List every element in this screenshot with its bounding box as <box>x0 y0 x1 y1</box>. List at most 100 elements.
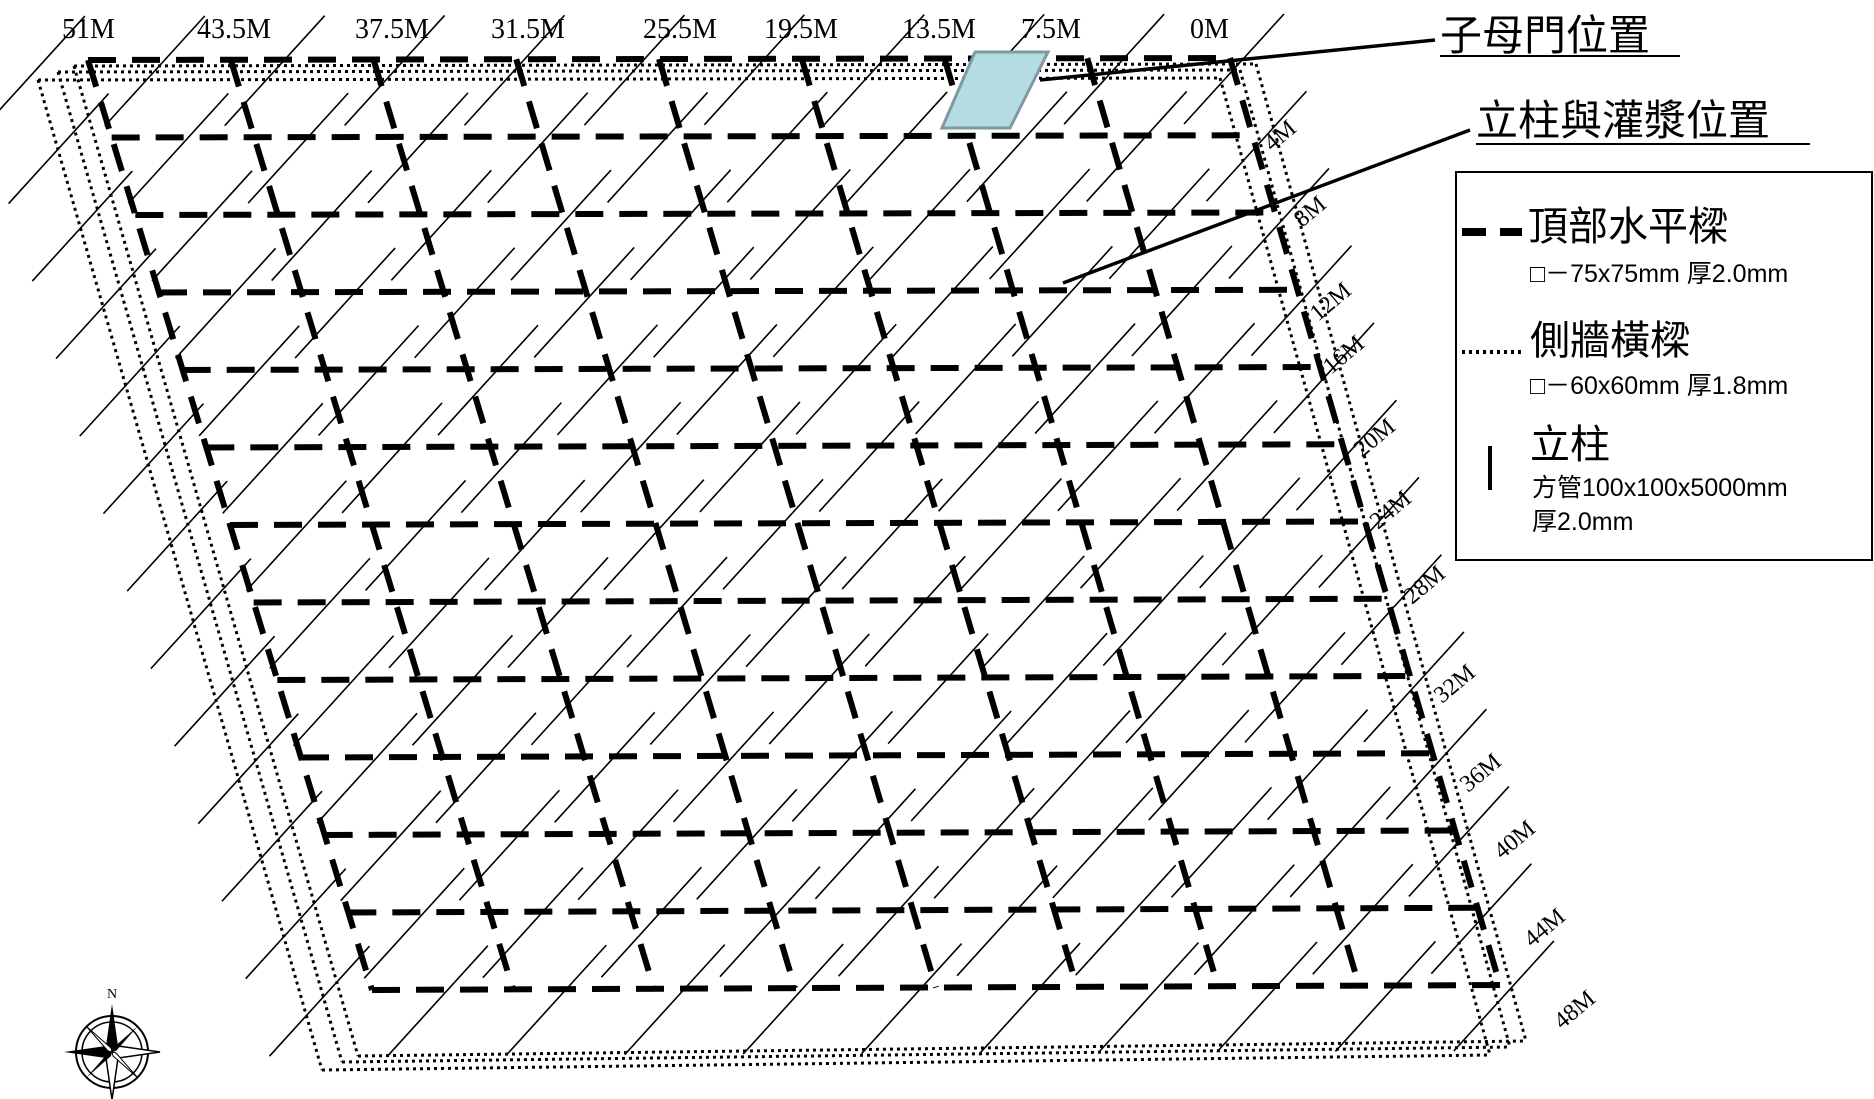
top-label: 13.5M <box>902 14 976 45</box>
column-diagonal-line <box>316 712 418 824</box>
column-diagonal-line <box>864 555 966 667</box>
side-label: 20M <box>1349 414 1400 463</box>
column-diagonal-line <box>505 944 607 1056</box>
side-wall-beam-line <box>357 1039 1527 1058</box>
horizontal-beam-line <box>135 209 1276 218</box>
column-diagonal-line <box>1312 863 1414 975</box>
column-diagonal-line <box>983 555 1085 667</box>
column-diagonal-line <box>554 711 656 823</box>
top-axis-labels: 51M 43.5M 37.5M 31.5M 25.5M 19.5M 13.5M … <box>62 14 1229 45</box>
column-diagonal-line <box>1221 554 1323 666</box>
side-wall-beam-line <box>321 1053 1491 1072</box>
column-diagonal-line <box>487 92 589 204</box>
side-wall-beam-line <box>1238 69 1512 1048</box>
column-diagonal-line <box>933 787 1035 899</box>
column-diagonal-line <box>533 246 635 358</box>
vertical-beam-line <box>798 57 1080 988</box>
horizontal-beam-line <box>324 827 1456 838</box>
column-diagonal-line <box>915 323 1017 435</box>
column-diagonal-line <box>556 324 659 436</box>
column-diagonal-line <box>1266 709 1369 821</box>
column-diagonal-line <box>126 480 228 592</box>
column-diagonal-line <box>676 324 778 436</box>
vertical-beam-line <box>941 57 1221 988</box>
top-horizontal-beams <box>87 55 1501 993</box>
legend: 頂部水平樑 □－75x75mm 厚2.0mm 側牆橫樑 □－60x60mm 厚1… <box>1455 171 1873 561</box>
horizontal-beam-line <box>371 982 1501 993</box>
column-diagonal-line <box>600 866 703 978</box>
column-diagonal-line <box>956 865 1058 977</box>
side-label: 28M <box>1399 561 1450 610</box>
column-diagonal-line <box>1453 940 1555 1052</box>
column-diagonal-line <box>292 635 395 747</box>
column-diagonal-line <box>649 633 751 746</box>
column-diagonal-line <box>603 479 705 591</box>
column-diagonal-line <box>1199 477 1301 589</box>
side-wall-beam-line <box>1254 63 1528 1042</box>
column-diagonal-line <box>841 478 943 590</box>
column-diagonal-line <box>104 15 206 127</box>
horizontal-beam-line <box>253 595 1388 606</box>
column-diagonal-line <box>823 14 925 126</box>
column-diagonals <box>0 13 1555 1057</box>
gate-marker <box>939 50 1051 130</box>
column-diagonal-line <box>1029 710 1131 822</box>
column-diagonal-line <box>719 866 821 978</box>
side-wall-beam-line <box>36 79 324 1071</box>
vertical-beam-line <box>85 59 375 991</box>
column-diagonal-line <box>197 713 299 825</box>
column-diagonal-line <box>1153 322 1256 434</box>
column-diagonal-line <box>703 14 805 126</box>
column-diagonal-line <box>910 710 1012 822</box>
gate-callout: 子母門位置 <box>1039 11 1680 82</box>
vertical-beam-line <box>513 58 798 989</box>
column-diagonal-line <box>510 169 612 281</box>
column-diagonal-line <box>745 556 847 668</box>
side-wall-beam-line <box>57 68 1241 74</box>
top-label: 43.5M <box>197 14 271 45</box>
column-diagonal-line <box>222 402 324 514</box>
column-diagonal-line <box>269 557 371 669</box>
top-label: 31.5M <box>491 14 565 45</box>
column-diagonal-line <box>1086 90 1188 203</box>
column-diagonal-line <box>696 788 798 900</box>
legend-title: 立柱 <box>1530 422 1610 468</box>
side-wall-beam-line <box>56 71 344 1063</box>
column-diagonal-line <box>79 325 181 437</box>
top-label: 37.5M <box>355 14 429 45</box>
legend-spec: 方管100x100x5000mm <box>1532 474 1788 502</box>
column-diagonal-line <box>1216 941 1318 1053</box>
horizontal-beam-line <box>300 750 1433 761</box>
top-label: 51M <box>62 14 115 45</box>
side-wall-beam-line <box>73 62 1257 68</box>
column-diagonal-line <box>388 557 490 669</box>
column-diagonal-line <box>127 92 229 204</box>
column-diagonal-line <box>749 168 851 281</box>
column-diagonal-line <box>1148 709 1250 821</box>
column-diagonal-line <box>294 247 396 359</box>
legend-spec: 厚2.0mm <box>1532 508 1633 536</box>
column-diagonal-line <box>224 15 326 127</box>
column-diagonal-line <box>937 400 1040 512</box>
legend-spec: □－75x75mm 厚2.0mm <box>1530 260 1788 288</box>
column-diagonal-line <box>0 15 86 111</box>
column-diagonal-line <box>1176 400 1278 512</box>
side-label: 36M <box>1455 749 1506 798</box>
side-wall-beam-line <box>1218 77 1492 1056</box>
legend-spec: □－60x60mm 厚1.8mm <box>1530 372 1788 400</box>
column-diagonal-line <box>580 401 682 513</box>
top-label: 25.5M <box>643 14 717 45</box>
column-diagonal-line <box>606 91 709 203</box>
column-diagonal-line <box>1131 245 1233 357</box>
column-diagonal-line <box>1102 554 1204 667</box>
column-diagonal-line <box>1385 708 1487 820</box>
column-diagonal-line <box>791 710 893 822</box>
column-diagonal-line <box>1011 245 1113 357</box>
legend-box <box>1455 171 1873 561</box>
column-diagonal-line <box>102 403 205 515</box>
vertical-beam-line <box>370 58 657 990</box>
column-diagonal-line <box>837 865 940 977</box>
top-label: 0M <box>1190 14 1229 45</box>
column-diagonal-line <box>340 790 442 902</box>
